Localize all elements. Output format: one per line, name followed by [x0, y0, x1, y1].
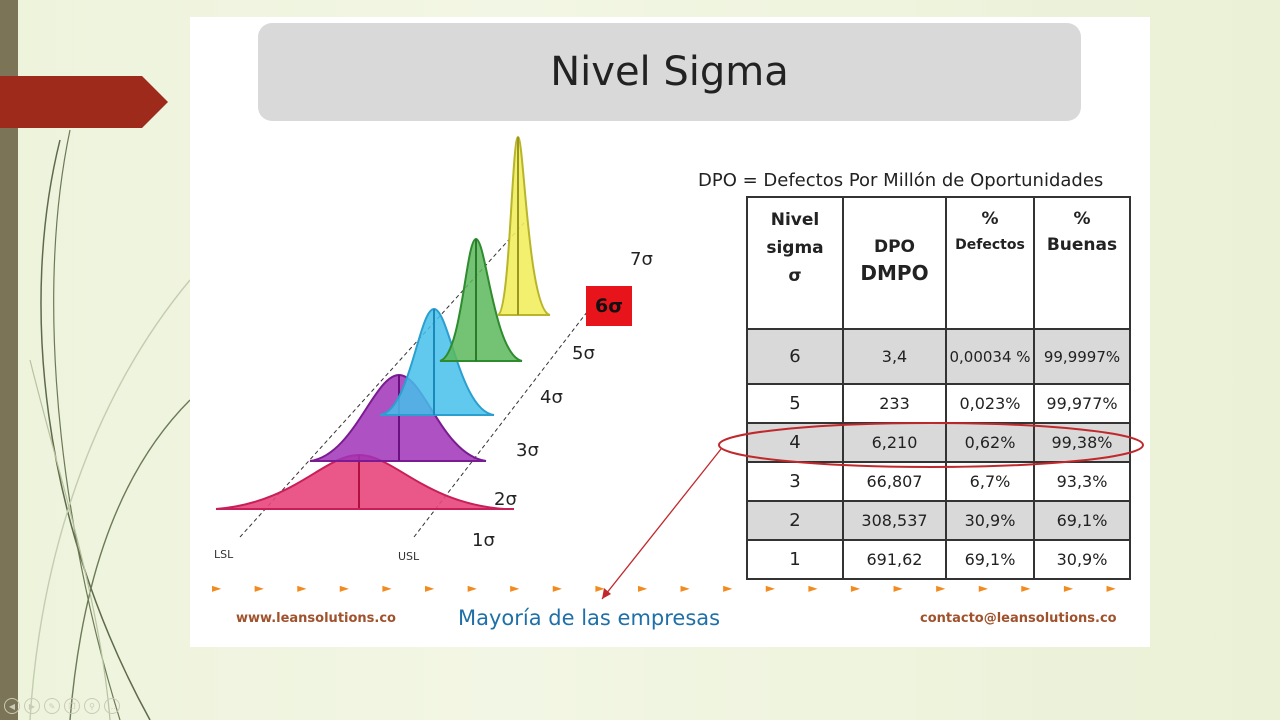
cell-dpo: 691,62: [842, 539, 947, 580]
pen-icon[interactable]: ✎: [44, 698, 60, 714]
label-5sigma: 5σ: [572, 343, 595, 364]
sigma-table: Nivel sigma σ DPO DMPO % Defectos % Buen…: [746, 196, 1131, 580]
cell-buenas: 99,977%: [1033, 383, 1131, 424]
slide-title: Nivel Sigma: [550, 49, 789, 95]
cell-nivel: 1: [746, 539, 844, 580]
cell-defectos: 30,9%: [945, 500, 1035, 541]
cell-dpo: 66,807: [842, 461, 947, 502]
cell-defectos: 0,62%: [945, 422, 1035, 463]
cell-defectos: 0,023%: [945, 383, 1035, 424]
footer-email: contacto@leansolutions.co: [920, 611, 1117, 626]
usl-label: USL: [398, 550, 420, 563]
cell-dpo: 3,4: [842, 328, 947, 385]
label-2sigma: 2σ: [494, 489, 517, 510]
cell-nivel: 2: [746, 500, 844, 541]
table-row: 4 6,210 0,62% 99,38%: [746, 422, 1131, 463]
table-row: 1 691,62 69,1% 30,9%: [746, 539, 1131, 580]
cell-nivel: 3: [746, 461, 844, 502]
cell-buenas: 30,9%: [1033, 539, 1131, 580]
label-3sigma: 3σ: [516, 440, 539, 461]
header-defectos: % Defectos: [945, 196, 1035, 330]
red-arrow-shape: [0, 76, 168, 128]
cell-dpo: 308,537: [842, 500, 947, 541]
dpo-definition: DPO = Defectos Por Millón de Oportunidad…: [698, 170, 1104, 191]
left-accent-bar: [0, 0, 18, 720]
cell-buenas: 99,9997%: [1033, 328, 1131, 385]
highlight-6sigma-badge: 6σ: [586, 286, 632, 326]
cell-dpo: 233: [842, 383, 947, 424]
cell-defectos: 0,00034 %: [945, 328, 1035, 385]
table-row: 6 3,4 0,00034 % 99,9997%: [746, 328, 1131, 385]
cell-defectos: 6,7%: [945, 461, 1035, 502]
slideshow-controls: ◀ ▶ ✎ ❐ ⚲ …: [4, 698, 120, 714]
footer-website: www.leansolutions.co: [236, 611, 396, 626]
copy-icon[interactable]: ❐: [64, 698, 80, 714]
cell-buenas: 93,3%: [1033, 461, 1131, 502]
cell-buenas: 99,38%: [1033, 422, 1131, 463]
slide: Nivel Sigma LSL USL 7σ 6σ 5σ 4σ 3σ 2σ 1σ…: [190, 17, 1150, 647]
play-icon[interactable]: ▶: [24, 698, 40, 714]
cell-nivel: 6: [746, 328, 844, 385]
cell-dpo: 6,210: [842, 422, 947, 463]
table-row-highlighted: 3 66,807 6,7% 93,3%: [746, 461, 1131, 502]
label-7sigma: 7σ: [630, 249, 653, 270]
header-nivel: Nivel sigma σ: [746, 196, 844, 330]
sigma-distribution-figure: LSL USL: [214, 133, 594, 568]
bullet-arrow-row: ► ► ► ► ► ► ► ► ► ► ► ► ► ► ► ► ► ► ► ► ► ►: [212, 581, 1116, 595]
prev-icon[interactable]: ◀: [4, 698, 20, 714]
decorative-grass-lines: [29, 129, 191, 720]
zoom-icon[interactable]: ⚲: [84, 698, 100, 714]
cell-nivel: 4: [746, 422, 844, 463]
cell-nivel: 5: [746, 383, 844, 424]
label-1sigma: 1σ: [472, 530, 495, 551]
cell-buenas: 69,1%: [1033, 500, 1131, 541]
table-row: 2 308,537 30,9% 69,1%: [746, 500, 1131, 541]
footer-caption: Mayoría de las empresas: [458, 606, 721, 630]
header-dpo: DPO DMPO: [842, 196, 947, 330]
header-buenas: % Buenas: [1033, 196, 1131, 330]
table-row: 5 233 0,023% 99,977%: [746, 383, 1131, 424]
title-box: Nivel Sigma: [258, 23, 1081, 121]
cell-defectos: 69,1%: [945, 539, 1035, 580]
label-6sigma: 6σ: [594, 295, 624, 317]
lsl-label: LSL: [214, 548, 234, 561]
label-4sigma: 4σ: [540, 387, 563, 408]
menu-icon[interactable]: …: [104, 698, 120, 714]
